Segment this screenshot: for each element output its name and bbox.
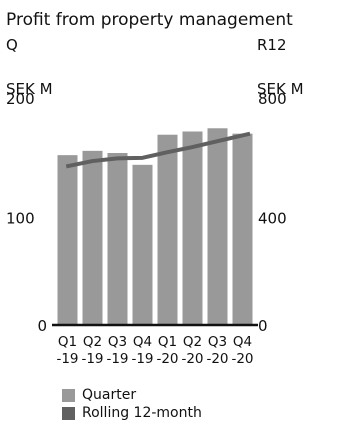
x-tick-label-4: Q4 -19 [131,334,153,367]
left-tick-200: 200 [6,90,35,108]
left-axis-label: Q [6,36,18,54]
bar-4 [132,164,153,325]
left-tick-100: 100 [6,210,35,228]
x-tick-label-1: Q1 -19 [56,334,78,367]
rolling-swatch [62,406,75,420]
bar-1 [57,155,78,325]
legend-label-rolling: Rolling 12-month [82,405,202,421]
chart-title: Profit from property management [6,10,293,30]
legend-label-quarter: Quarter [82,387,137,403]
bar-7 [207,128,228,325]
bar-8 [232,133,253,325]
quarter-swatch [62,388,75,402]
bar-6 [182,131,203,325]
x-tick-label-3: Q3 -19 [106,334,128,367]
x-tick-label-7: Q3 -20 [206,334,228,367]
x-tick-label-5: Q1 -20 [156,334,178,367]
x-tick-label-6: Q2 -20 [181,334,203,367]
left-tick-0: 0 [37,317,47,335]
x-tick-label-8: Q4 -20 [231,334,253,367]
bar-3 [107,153,128,325]
legend-item-quarter: Quarter [62,387,136,403]
legend-item-rolling: Rolling 12-month [62,405,202,421]
bar-5 [157,134,178,325]
left-axis-unit: SEK M [6,80,53,98]
rolling-12-month-line [65,131,251,169]
bar-2 [82,150,103,325]
right-tick-0: 0 [258,317,268,335]
x-tick-label-2: Q2 -19 [81,334,103,367]
right-tick-400: 400 [258,210,287,228]
right-tick-800: 800 [258,90,287,108]
right-axis-label: R12 [257,36,287,54]
right-axis-unit: SEK M [257,80,304,98]
